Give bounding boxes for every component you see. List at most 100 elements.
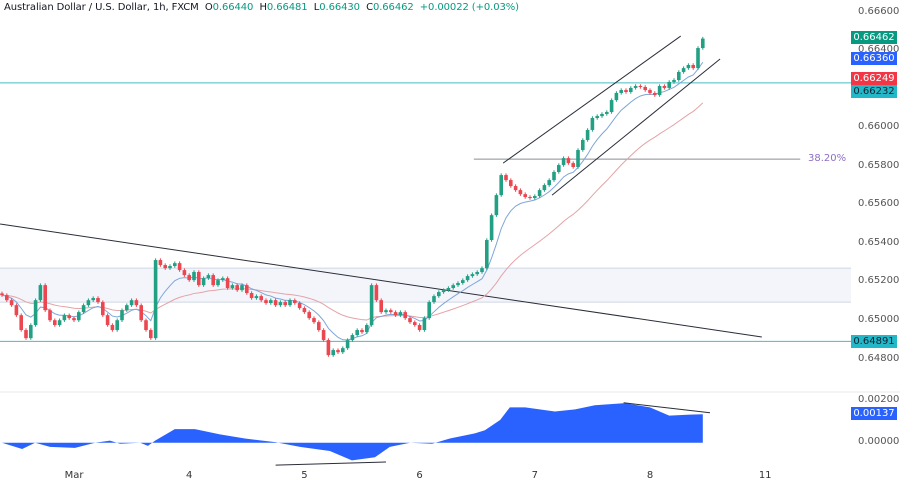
candle-body <box>513 186 518 191</box>
candle-body <box>273 300 278 306</box>
candle-body <box>547 180 551 186</box>
candle-body <box>62 315 67 321</box>
candle <box>441 288 446 294</box>
candle <box>461 278 465 285</box>
candle-body <box>374 285 379 301</box>
candle <box>480 266 484 274</box>
candle-body <box>221 278 225 281</box>
candle-body <box>293 300 297 304</box>
candle-body <box>355 330 359 336</box>
candle <box>633 84 638 90</box>
high-label: H <box>259 2 268 13</box>
oscillator-divergence-low-line <box>275 461 387 466</box>
candle-body <box>528 197 532 199</box>
candle <box>485 238 489 270</box>
candle <box>605 110 609 116</box>
candle-body <box>667 81 671 88</box>
candle <box>499 173 503 197</box>
candle-body <box>230 285 235 289</box>
candle-body <box>701 38 705 49</box>
candle-body <box>657 86 662 96</box>
candle-body <box>187 275 191 281</box>
candle-body <box>177 263 182 271</box>
candle <box>398 310 403 317</box>
candle <box>254 294 259 300</box>
candle <box>413 320 417 327</box>
candle-body <box>566 158 571 164</box>
candle <box>547 178 551 187</box>
candle-body <box>446 288 451 291</box>
candle-body <box>307 312 311 319</box>
time-label: Mar <box>64 470 84 481</box>
candle-body <box>633 86 638 88</box>
candle <box>691 63 695 70</box>
candle <box>475 270 479 276</box>
candle-body <box>609 100 614 113</box>
candle <box>245 283 249 295</box>
candle <box>5 293 9 302</box>
candle-body <box>422 318 427 331</box>
candle <box>576 148 580 169</box>
channel-upper-line <box>502 35 682 164</box>
candle <box>192 270 196 282</box>
candle <box>662 84 667 90</box>
candle-body <box>509 180 513 187</box>
candle <box>24 328 28 340</box>
ema-slow-line <box>1 102 704 321</box>
candle <box>259 294 263 302</box>
candle-body <box>269 300 273 304</box>
candle-body <box>629 87 633 92</box>
candle <box>585 128 590 142</box>
candle <box>331 348 335 357</box>
candle <box>206 273 211 280</box>
candle <box>360 328 364 334</box>
candle <box>38 283 43 302</box>
candle-body <box>240 285 244 291</box>
candle-body <box>557 165 561 172</box>
candle <box>408 316 412 324</box>
time-label: 7 <box>531 470 538 481</box>
candle <box>537 188 542 198</box>
candle-body <box>662 86 667 88</box>
chart-legend: Australian Dollar / U.S. Dollar, 1h, FXC… <box>4 2 519 13</box>
candle <box>446 286 451 292</box>
candle-body <box>110 325 115 331</box>
channel-lower-line <box>551 58 721 196</box>
candle <box>307 310 311 320</box>
osc-value-tag: 0.00137 <box>851 407 897 420</box>
candle-body <box>326 340 331 356</box>
candle <box>456 281 460 287</box>
candle <box>302 306 307 314</box>
candle-body <box>480 268 484 273</box>
candle <box>105 313 110 327</box>
candle <box>134 298 139 307</box>
candle <box>230 283 235 290</box>
candle-body <box>77 312 81 321</box>
candle-body <box>14 305 19 316</box>
price-tick: 0.65000 <box>858 314 900 325</box>
candle-body <box>297 303 302 309</box>
candle-body <box>619 90 623 93</box>
level-lower-tag: 0.64891 <box>851 335 897 348</box>
candle-body <box>408 318 412 323</box>
candle <box>240 283 244 292</box>
candle <box>297 301 302 310</box>
candle <box>677 70 681 82</box>
candle-body <box>225 278 230 289</box>
candle-body <box>595 116 599 119</box>
candle <box>81 303 86 314</box>
price-tick: 0.64800 <box>858 353 900 364</box>
candle-body <box>201 278 206 286</box>
candle <box>470 272 475 278</box>
candle <box>221 276 225 282</box>
candle-body <box>432 296 436 303</box>
candle <box>201 276 206 287</box>
candle <box>216 278 220 287</box>
candle-body <box>129 300 134 306</box>
candle-body <box>91 298 95 301</box>
candle <box>53 318 57 327</box>
candle <box>422 316 427 332</box>
candle <box>672 78 676 84</box>
candle-body <box>67 315 71 319</box>
